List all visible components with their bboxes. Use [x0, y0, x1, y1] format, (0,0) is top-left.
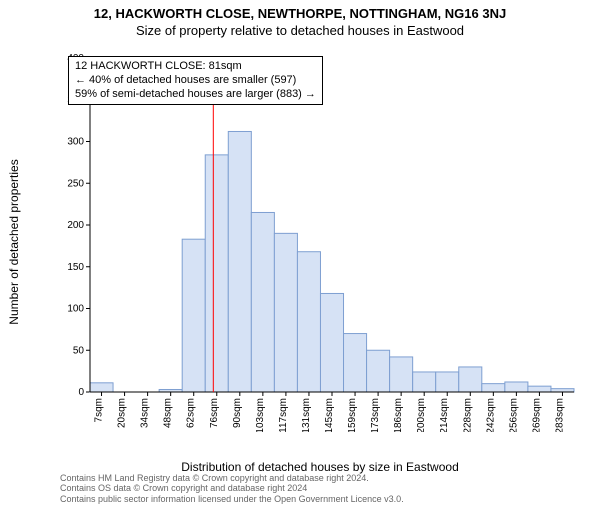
- svg-text:173sqm: 173sqm: [370, 398, 381, 432]
- histogram-chart: 0501001502002503003504007sqm20sqm34sqm48…: [60, 52, 580, 432]
- svg-text:7sqm: 7sqm: [94, 398, 105, 422]
- svg-text:48sqm: 48sqm: [163, 398, 174, 428]
- chart-area: 0501001502002503003504007sqm20sqm34sqm48…: [60, 52, 580, 432]
- svg-text:34sqm: 34sqm: [140, 398, 151, 428]
- svg-text:200sqm: 200sqm: [416, 398, 427, 432]
- svg-text:256sqm: 256sqm: [508, 398, 519, 432]
- footer-attribution: Contains HM Land Registry data © Crown c…: [60, 473, 404, 504]
- svg-text:283sqm: 283sqm: [554, 398, 565, 432]
- annotation-line2: ← 40% of detached houses are smaller (59…: [75, 74, 316, 88]
- svg-text:250: 250: [67, 178, 84, 189]
- svg-text:214sqm: 214sqm: [439, 398, 450, 432]
- annotation-line1: 12 HACKWORTH CLOSE: 81sqm: [75, 60, 316, 74]
- svg-text:0: 0: [78, 387, 84, 398]
- svg-text:228sqm: 228sqm: [462, 398, 473, 432]
- page-subtitle: Size of property relative to detached ho…: [0, 23, 600, 38]
- svg-text:90sqm: 90sqm: [232, 398, 243, 428]
- page-title: 12, HACKWORTH CLOSE, NEWTHORPE, NOTTINGH…: [0, 6, 600, 21]
- svg-text:159sqm: 159sqm: [347, 398, 358, 432]
- svg-text:300: 300: [67, 137, 84, 148]
- svg-text:117sqm: 117sqm: [278, 398, 289, 432]
- svg-text:186sqm: 186sqm: [393, 398, 404, 432]
- svg-text:50: 50: [73, 345, 85, 356]
- svg-text:20sqm: 20sqm: [117, 398, 128, 428]
- annotation-box: 12 HACKWORTH CLOSE: 81sqm ← 40% of detac…: [68, 56, 323, 105]
- svg-text:269sqm: 269sqm: [531, 398, 542, 432]
- footer-line2: Contains OS data © Crown copyright and d…: [60, 483, 404, 493]
- x-axis-label: Distribution of detached houses by size …: [60, 460, 580, 474]
- svg-text:242sqm: 242sqm: [485, 398, 496, 432]
- svg-text:145sqm: 145sqm: [324, 398, 335, 432]
- footer-line1: Contains HM Land Registry data © Crown c…: [60, 473, 404, 483]
- svg-text:131sqm: 131sqm: [301, 398, 312, 432]
- footer-line3: Contains public sector information licen…: [60, 494, 404, 504]
- annotation-line3: 59% of semi-detached houses are larger (…: [75, 88, 316, 102]
- svg-text:103sqm: 103sqm: [255, 398, 266, 432]
- svg-text:62sqm: 62sqm: [186, 398, 197, 428]
- y-axis-label: Number of detached properties: [7, 159, 21, 324]
- svg-text:76sqm: 76sqm: [209, 398, 220, 428]
- svg-text:200: 200: [67, 220, 84, 231]
- svg-text:150: 150: [67, 262, 84, 273]
- svg-text:100: 100: [67, 304, 84, 315]
